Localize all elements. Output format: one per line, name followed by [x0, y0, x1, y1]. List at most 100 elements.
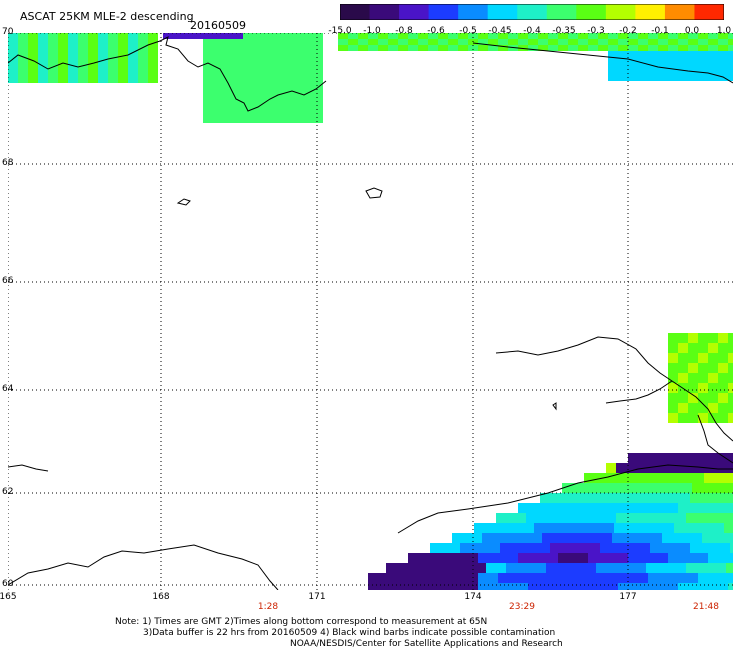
swath-cell [652, 483, 662, 493]
swath-cell [233, 33, 243, 39]
swath-cell [552, 533, 562, 543]
colorbar-label: -1.0 [363, 26, 381, 36]
swath-cell [408, 553, 418, 563]
swath-cell [450, 543, 460, 553]
swath-cell [572, 533, 582, 543]
swath-cell [688, 403, 698, 413]
swath-cell [718, 573, 728, 583]
swath-cell [638, 453, 648, 463]
swath-cell [38, 73, 48, 83]
swath-cell [628, 45, 638, 51]
colorbar-label: 0.0 [684, 26, 700, 36]
swath-cell [728, 353, 733, 363]
swath-cell [408, 45, 418, 51]
swath-cell [28, 33, 38, 43]
swath-cell [368, 583, 378, 590]
swath-cell [728, 71, 733, 81]
swath-cell [668, 45, 678, 51]
swath-cell [293, 93, 303, 103]
swath-cell [58, 63, 68, 73]
swath-cell [233, 63, 243, 73]
swath-cell [263, 53, 273, 63]
swath-cell [668, 573, 678, 583]
swath-cell [588, 573, 598, 583]
swath-cell [516, 563, 526, 573]
swath-cell [488, 573, 498, 583]
swath-cell [128, 63, 138, 73]
swath-cell [78, 43, 88, 53]
swath-cell [506, 513, 516, 523]
swath-cell [213, 113, 223, 123]
swath-cell [203, 33, 213, 39]
swath-cell [588, 33, 598, 39]
swath-cell [478, 45, 488, 51]
swath-cell [263, 113, 273, 123]
swath-cell [368, 45, 378, 51]
swath-cell [538, 39, 548, 45]
swath-cell [708, 453, 718, 463]
swath-cell [283, 73, 293, 83]
swath-cell [728, 393, 733, 403]
swath-cell [108, 73, 118, 83]
swath-cell [558, 45, 568, 51]
swath-cell [398, 573, 408, 583]
swath-cell [263, 93, 273, 103]
swath-cell [634, 473, 644, 483]
swath-cell [524, 523, 534, 533]
swath-cell [233, 43, 243, 53]
swath-cell [293, 63, 303, 73]
swath-cell [468, 45, 478, 51]
swath-cell [658, 39, 668, 45]
swath-cell [648, 453, 658, 463]
swath-cell [618, 39, 628, 45]
swath-cell [648, 39, 658, 45]
swath-cell [243, 33, 253, 43]
swath-cell [668, 39, 678, 45]
swath-cell [678, 61, 688, 71]
swath-cell [243, 73, 253, 83]
swath-cell [78, 53, 88, 63]
swath-cell [58, 33, 68, 43]
colorbar-segment [576, 4, 607, 20]
swath-cell [576, 563, 586, 573]
swath-cell [283, 113, 293, 123]
swath-cell [686, 513, 696, 523]
swath-cell [688, 39, 698, 45]
swath-cell [628, 573, 638, 583]
swath-cell [726, 513, 733, 523]
swath-cell [698, 413, 708, 423]
map-title: ASCAT 25KM MLE-2 descending [20, 10, 194, 23]
swath-cell [718, 363, 728, 373]
latitude-label: 68 [2, 158, 14, 168]
swath-cell [504, 523, 514, 533]
swath-cell [283, 33, 293, 43]
swath-cell [646, 463, 656, 473]
seward-peninsula-coast [495, 336, 733, 442]
swath-cell [678, 373, 688, 383]
swath-cell [478, 39, 488, 45]
swath-cell [303, 93, 313, 103]
swath-cell [338, 45, 348, 51]
swath-cell [38, 63, 48, 73]
diomede-islands [176, 198, 191, 206]
swath-cell [648, 503, 658, 513]
swath-cell [426, 563, 436, 573]
swath-cell [253, 103, 263, 113]
swath-cell [728, 583, 733, 590]
swath-cell [98, 63, 108, 73]
swath-cell [438, 553, 448, 563]
swath-cell [448, 583, 458, 590]
swath-cell [550, 543, 560, 553]
swath-cell [668, 353, 678, 363]
swath-cell [678, 503, 688, 513]
swath-cell [18, 43, 28, 53]
swath-cell [98, 73, 108, 83]
swath-cell [233, 73, 243, 83]
latitude-label: 62 [2, 487, 14, 497]
swath-cell [678, 453, 688, 463]
swath-cell [588, 503, 598, 513]
swath-cell [618, 33, 628, 39]
swath-cell [686, 563, 696, 573]
swath-cell [628, 33, 638, 39]
colorbar-segment [369, 4, 400, 20]
